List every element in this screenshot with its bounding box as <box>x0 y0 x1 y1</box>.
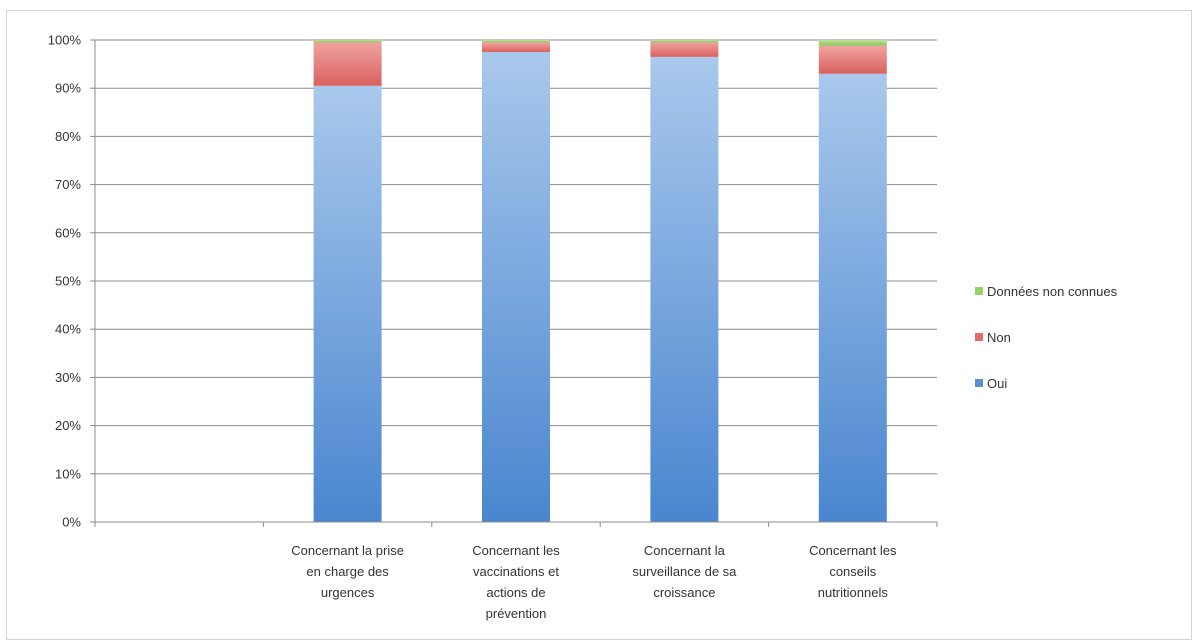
legend-swatch <box>975 287 983 295</box>
legend-swatch <box>975 333 983 341</box>
bar-non <box>818 45 887 74</box>
x-category-label: Concernant la surveillance de sa croissanc… <box>632 543 737 600</box>
bar-donn-es-non-connues <box>650 40 719 43</box>
bar-non <box>482 42 550 53</box>
bar-oui <box>650 56 719 523</box>
y-tick-label: 0% <box>62 515 81 530</box>
y-tick-label: 50% <box>55 274 81 289</box>
bar-oui <box>482 52 550 523</box>
bar-donn-es-non-connues <box>313 40 382 43</box>
legend-label: Oui <box>987 376 1007 391</box>
chart-frame: 0% 10% 20% 30% 40% 50% 60% 70% 80% 90% 100% Concer… <box>6 10 1192 640</box>
y-tick-label: 10% <box>55 466 81 481</box>
bar-oui <box>313 85 382 522</box>
legend-label: Non <box>987 330 1011 345</box>
y-tick-label: 70% <box>55 177 81 192</box>
x-category-labels: Concernant la prise en charge des urgences… <box>291 543 897 621</box>
legend: Données non connues Non Oui <box>975 284 1118 391</box>
y-tick-label: 80% <box>55 129 81 144</box>
bar-donn-es-non-connues <box>818 40 887 46</box>
y-tick-label: 60% <box>55 225 81 240</box>
y-tick-label: 30% <box>55 370 81 385</box>
legend-swatch <box>975 379 983 387</box>
y-tick-label: 100% <box>48 33 82 48</box>
stacked-bar-chart: 0% 10% 20% 30% 40% 50% 60% 70% 80% 90% 100% Concer… <box>48 33 1118 622</box>
bar-non <box>313 42 382 86</box>
x-category-label: Concernant les conseils nutritionnels <box>809 543 897 600</box>
bar-donn-es-non-connues <box>482 40 550 43</box>
legend-label: Données non connues <box>987 284 1118 299</box>
bar-oui <box>818 73 887 523</box>
y-tick-label: 90% <box>55 81 81 96</box>
bars <box>313 40 887 523</box>
y-tick-label: 20% <box>55 418 81 433</box>
y-tick-labels: 0% 10% 20% 30% 40% 50% 60% 70% 80% 90% 100% <box>48 33 82 530</box>
axes <box>90 39 938 527</box>
x-category-label: Concernant la prise en charge des urgences <box>291 543 404 600</box>
bar-non <box>650 42 719 57</box>
x-category-label: Concernant les vaccinations et actions de p… <box>472 543 560 621</box>
y-tick-label: 40% <box>55 322 81 337</box>
